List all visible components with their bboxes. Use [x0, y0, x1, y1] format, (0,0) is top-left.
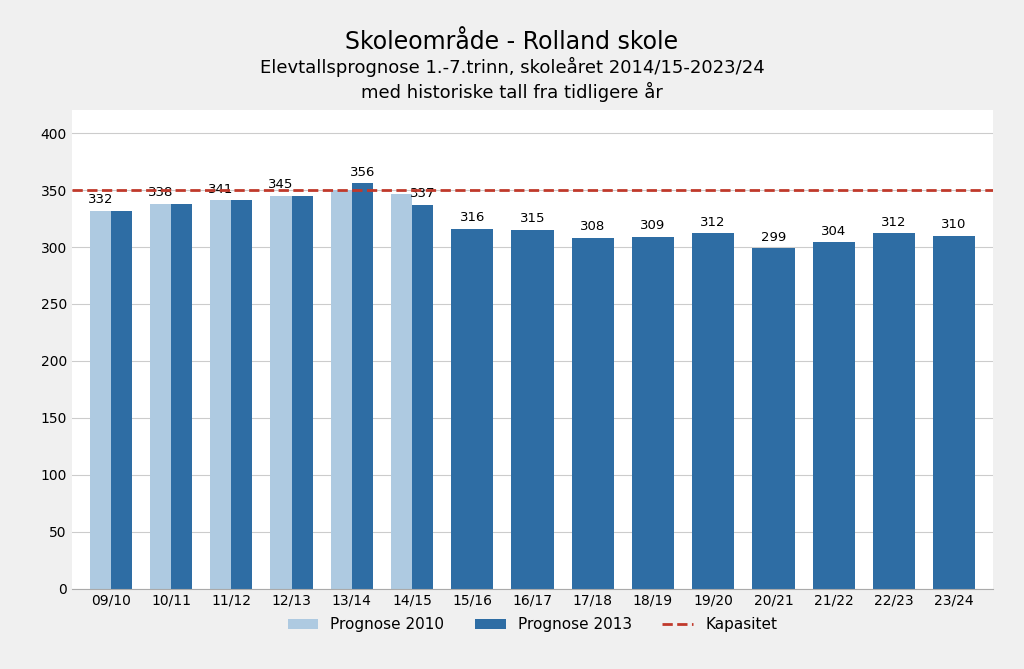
Text: 332: 332 [87, 193, 113, 206]
Bar [391, 193, 412, 589]
Bar [813, 242, 855, 589]
Bar [292, 196, 312, 589]
Bar [452, 229, 494, 589]
Text: 337: 337 [410, 187, 435, 200]
Bar [331, 190, 352, 589]
Text: med historiske tall fra tidligere år: med historiske tall fra tidligere år [361, 82, 663, 102]
Text: 316: 316 [460, 211, 485, 224]
Text: 310: 310 [941, 218, 967, 231]
Bar [231, 200, 252, 589]
Bar [171, 204, 193, 589]
Bar [270, 196, 292, 589]
Legend: Prognose 2010, Prognose 2013, Kapasitet: Prognose 2010, Prognose 2013, Kapasitet [282, 611, 783, 638]
Bar [692, 233, 734, 589]
Bar [753, 248, 795, 589]
Bar [933, 235, 975, 589]
Text: 309: 309 [640, 219, 666, 232]
Bar [352, 183, 373, 589]
Bar [872, 233, 915, 589]
Text: 315: 315 [520, 213, 545, 225]
Bar [90, 211, 111, 589]
Bar [150, 204, 171, 589]
Bar [511, 230, 554, 589]
Text: 312: 312 [881, 216, 906, 229]
Text: 356: 356 [349, 166, 375, 179]
Text: 338: 338 [147, 186, 173, 199]
Bar [111, 211, 132, 589]
Text: 308: 308 [580, 220, 605, 233]
Bar [210, 200, 231, 589]
Text: 345: 345 [268, 178, 294, 191]
Bar [571, 238, 613, 589]
Text: 304: 304 [821, 225, 846, 238]
Text: Skoleområde - Rolland skole: Skoleområde - Rolland skole [345, 30, 679, 54]
Text: Elevtallsprognose 1.-7.trinn, skoleåret 2014/15-2023/24: Elevtallsprognose 1.-7.trinn, skoleåret … [260, 57, 764, 77]
Text: 299: 299 [761, 231, 786, 244]
Bar [632, 237, 674, 589]
Text: 312: 312 [700, 216, 726, 229]
Bar [412, 205, 433, 589]
Text: 341: 341 [208, 183, 233, 196]
